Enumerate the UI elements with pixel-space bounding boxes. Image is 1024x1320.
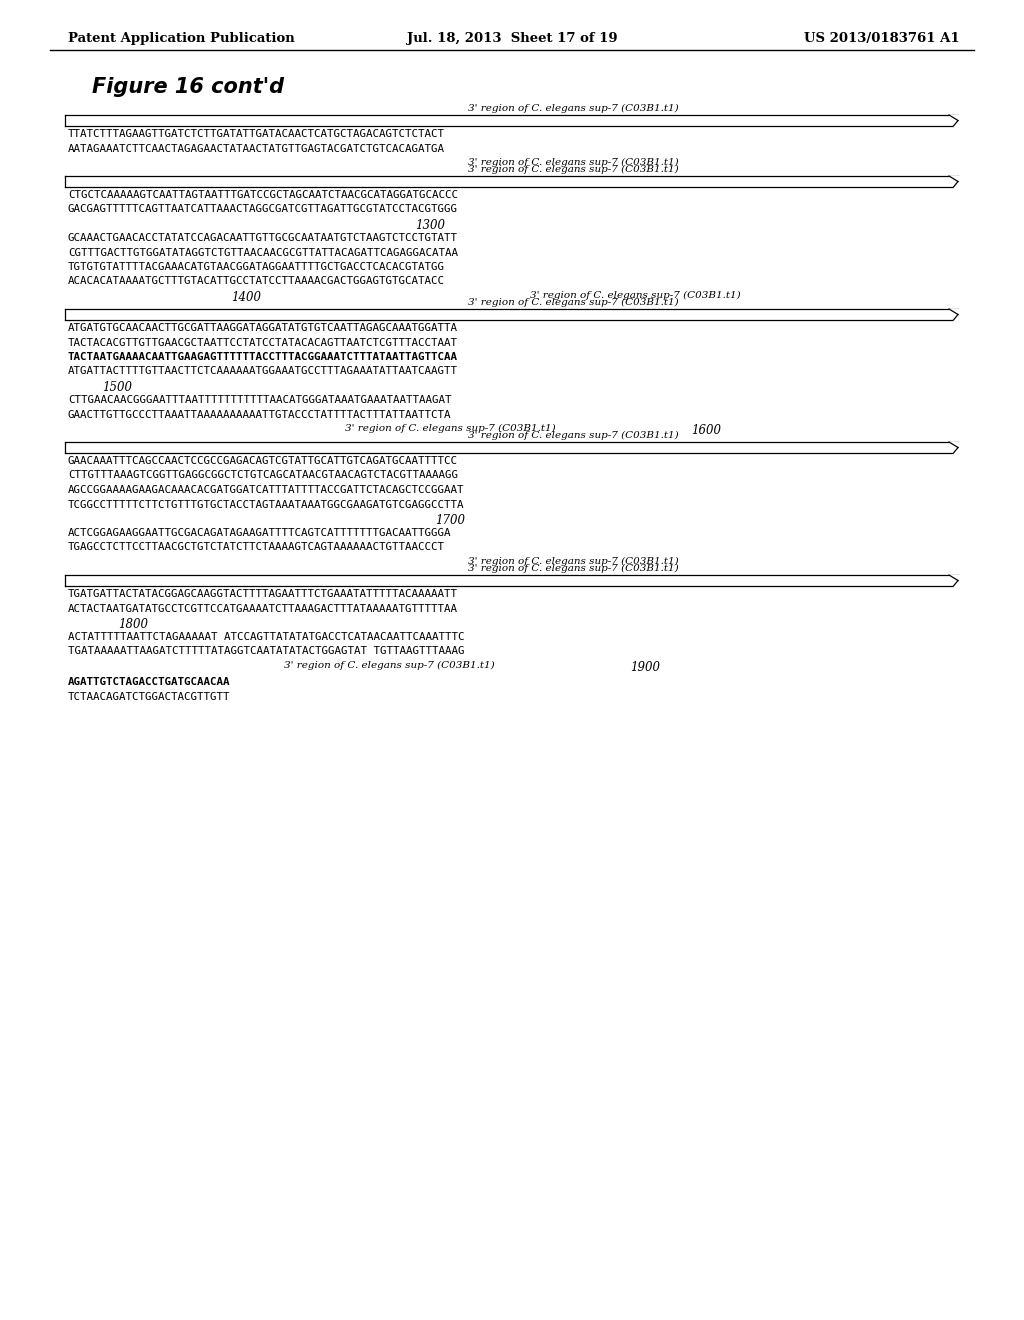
Text: 3' region of C. elegans sup-7 (C03B1.t1): 3' region of C. elegans sup-7 (C03B1.t1) bbox=[468, 158, 679, 168]
Text: TACTAATGAAAACAATTGAAGAGTTTTTTACCTTTACGGAAATCTTTATAATTAGTTCAA: TACTAATGAAAACAATTGAAGAGTTTTTTACCTTTACGGA… bbox=[68, 352, 458, 362]
Text: TGATGATTACTATACGGAGCAAGGTACTTTTAGAATTTCTGAAATATTTTTACAAAAATT: TGATGATTACTATACGGAGCAAGGTACTTTTAGAATTTCT… bbox=[68, 589, 458, 599]
Polygon shape bbox=[949, 441, 959, 454]
Text: 3' region of C. elegans sup-7 (C03B1.t1): 3' region of C. elegans sup-7 (C03B1.t1) bbox=[468, 104, 679, 114]
Text: Jul. 18, 2013  Sheet 17 of 19: Jul. 18, 2013 Sheet 17 of 19 bbox=[407, 32, 617, 45]
Text: 1400: 1400 bbox=[230, 290, 261, 304]
Text: ACTATTTTTAATTCTAGAAAAAT ATCCAGTTATATATGACCTCATAACAATTCAAATTTC: ACTATTTTTAATTCTAGAAAAAT ATCCAGTTATATATGA… bbox=[68, 632, 465, 642]
Text: AGATTGTCTAGACCTGATGCAACAA: AGATTGTCTAGACCTGATGCAACAA bbox=[68, 677, 230, 686]
Text: 3' region of C. elegans sup-7 (C03B1.t1): 3' region of C. elegans sup-7 (C03B1.t1) bbox=[468, 430, 679, 440]
Text: 3' region of C. elegans sup-7 (C03B1.t1): 3' region of C. elegans sup-7 (C03B1.t1) bbox=[468, 298, 679, 308]
Polygon shape bbox=[949, 176, 959, 187]
Text: Patent Application Publication: Patent Application Publication bbox=[68, 32, 295, 45]
Text: AATAGAAATCTTCAACTAGAGAACTATAACTATGTTGAGTACGATCTGTCACAGATGA: AATAGAAATCTTCAACTAGAGAACTATAACTATGTTGAGT… bbox=[68, 144, 445, 153]
Text: 3' region of C. elegans sup-7 (C03B1.t1): 3' region of C. elegans sup-7 (C03B1.t1) bbox=[345, 424, 556, 433]
Text: CTTGTTTAAAGTCGGTTGAGGCGGCTCTGTCAGCATAACGTAACAGTCTACGTTAAAAGG: CTTGTTTAAAGTCGGTTGAGGCGGCTCTGTCAGCATAACG… bbox=[68, 470, 458, 480]
Text: US 2013/0183761 A1: US 2013/0183761 A1 bbox=[805, 32, 961, 45]
Text: 1900: 1900 bbox=[630, 661, 660, 675]
Text: 1800: 1800 bbox=[118, 618, 147, 631]
Text: 3' region of C. elegans sup-7 (C03B1.t1): 3' region of C. elegans sup-7 (C03B1.t1) bbox=[529, 290, 740, 300]
Polygon shape bbox=[949, 574, 959, 586]
Text: 1700: 1700 bbox=[435, 513, 466, 527]
Text: 1300: 1300 bbox=[415, 219, 445, 232]
Text: 3' region of C. elegans sup-7 (C03B1.t1): 3' region of C. elegans sup-7 (C03B1.t1) bbox=[284, 661, 495, 671]
Text: 3' region of C. elegans sup-7 (C03B1.t1): 3' region of C. elegans sup-7 (C03B1.t1) bbox=[468, 165, 679, 174]
Text: GCAAACTGAACACCTATATCCAGACAATTGTTGCGCAATAATGTCTAAGTCTCCTGTATT: GCAAACTGAACACCTATATCCAGACAATTGTTGCGCAATA… bbox=[68, 234, 458, 243]
Text: 3' region of C. elegans sup-7 (C03B1.t1): 3' region of C. elegans sup-7 (C03B1.t1) bbox=[468, 557, 679, 566]
Text: TCGGCCTTTTTCTTCTGTTTGTGCTACCTAGTAAATAAATGGCGAAGATGTCGAGGCCTTA: TCGGCCTTTTTCTTCTGTTTGTGCTACCTAGTAAATAAAT… bbox=[68, 499, 465, 510]
Text: TACTACACGTTGTTGAACGCTAATTCCTATCCTATACACAGTTAATCTCGTTTACCTAAT: TACTACACGTTGTTGAACGCTAATTCCTATCCTATACACA… bbox=[68, 338, 458, 347]
Text: TGTGTGTATTTTACGAAACATGTAACGGATAGGAATTTTGCTGACCTCACACGTATGG: TGTGTGTATTTTACGAAACATGTAACGGATAGGAATTTTG… bbox=[68, 261, 445, 272]
Polygon shape bbox=[949, 115, 959, 127]
Text: CGTTTGACTTGTGGATATAGGTCTGTTAACAACGCGTTATTACAGATTCAGAGGACATAA: CGTTTGACTTGTGGATATAGGTCTGTTAACAACGCGTTAT… bbox=[68, 248, 458, 257]
Text: 3' region of C. elegans sup-7 (C03B1.t1): 3' region of C. elegans sup-7 (C03B1.t1) bbox=[468, 564, 679, 573]
Text: TCTAACAGATCTGGACTACGTTGTT: TCTAACAGATCTGGACTACGTTGTT bbox=[68, 692, 230, 701]
Text: ACTCGGAGAAGGAATTGCGACAGATAGAAGATTTTCAGTCATTTTTTTGACAATTGGGA: ACTCGGAGAAGGAATTGCGACAGATAGAAGATTTTCAGTC… bbox=[68, 528, 452, 539]
Text: AGCCGGAAAAGAAGACAAACACGATGGATCATTTATTTTACCGATTCTACAGCTCCGGAAT: AGCCGGAAAAGAAGACAAACACGATGGATCATTTATTTTA… bbox=[68, 484, 465, 495]
Text: ATGATTACTTTTGTTAACTTCTCAAAAAATGGAAATGCCTTTAGAAATATTAATCAAGTT: ATGATTACTTTTGTTAACTTCTCAAAAAATGGAAATGCCT… bbox=[68, 367, 458, 376]
Text: GAACAAATTTCAGCCAACTCCGCCGAGACAGTCGTATTGCATTGTCAGATGCAATTTTCC: GAACAAATTTCAGCCAACTCCGCCGAGACAGTCGTATTGC… bbox=[68, 455, 458, 466]
Text: ACACACATAAAATGCTTTGTACATTGCCTATCCTTAAAACGACTGGAGTGTGCATACC: ACACACATAAAATGCTTTGTACATTGCCTATCCTTAAAAC… bbox=[68, 276, 445, 286]
Text: Figure 16 cont'd: Figure 16 cont'd bbox=[92, 77, 284, 96]
Text: TGAGCCTCTTCCTTAACGCTGTCTATCTTCTAAAAGTCAGTAAAAAACTGTTAACCCT: TGAGCCTCTTCCTTAACGCTGTCTATCTTCTAAAAGTCAG… bbox=[68, 543, 445, 553]
Text: CTTGAACAACGGGAATTTAATTTTTTTTTTTAACATGGGATAAATGAAATAATTAAGAT: CTTGAACAACGGGAATTTAATTTTTTTTTTTAACATGGGA… bbox=[68, 395, 452, 405]
Text: ACTACTAATGATATGCCTCGTTCCATGAAAATCTTAAAGACTTTATAAAAATGTTTTTAA: ACTACTAATGATATGCCTCGTTCCATGAAAATCTTAAAGA… bbox=[68, 603, 458, 614]
Text: 1600: 1600 bbox=[691, 424, 722, 437]
Polygon shape bbox=[949, 309, 959, 321]
Text: GAACTTGTTGCCCTTAAATTAAAAAAAAAATTGTACCCTATTTTACTTTATTAATTCTA: GAACTTGTTGCCCTTAAATTAAAAAAAAAATTGTACCCTA… bbox=[68, 409, 452, 420]
Text: ATGATGTGCAACAACTTGCGATTAAGGATAGGATATGTGTCAATTAGAGCAAATGGATTA: ATGATGTGCAACAACTTGCGATTAAGGATAGGATATGTGT… bbox=[68, 323, 458, 333]
Text: TTATCTTTAGAAGTTGATCTCTTGATATTGATACAACTCATGCTAGACAGTCTCTACT: TTATCTTTAGAAGTTGATCTCTTGATATTGATACAACTCA… bbox=[68, 129, 445, 139]
Text: TGATAAAAATTAAGATCTTTTTATAGGTCAATATATACTGGAGTAT TGTTAAGTTTAAAG: TGATAAAAATTAAGATCTTTTTATAGGTCAATATATACTG… bbox=[68, 647, 465, 656]
Text: 1500: 1500 bbox=[102, 381, 132, 393]
Text: CTGCTCAAAAAGTCAATTAGTAATTTGATCCGCTAGCAATCTAACGCATAGGATGCACCC: CTGCTCAAAAAGTCAATTAGTAATTTGATCCGCTAGCAAT… bbox=[68, 190, 458, 201]
Text: GACGAGTTTTTCAGTTAATCATTAAACTAGGCGATCGTTAGATTGCGTATCCTACGTGGG: GACGAGTTTTTCAGTTAATCATTAAACTAGGCGATCGTTA… bbox=[68, 205, 458, 214]
